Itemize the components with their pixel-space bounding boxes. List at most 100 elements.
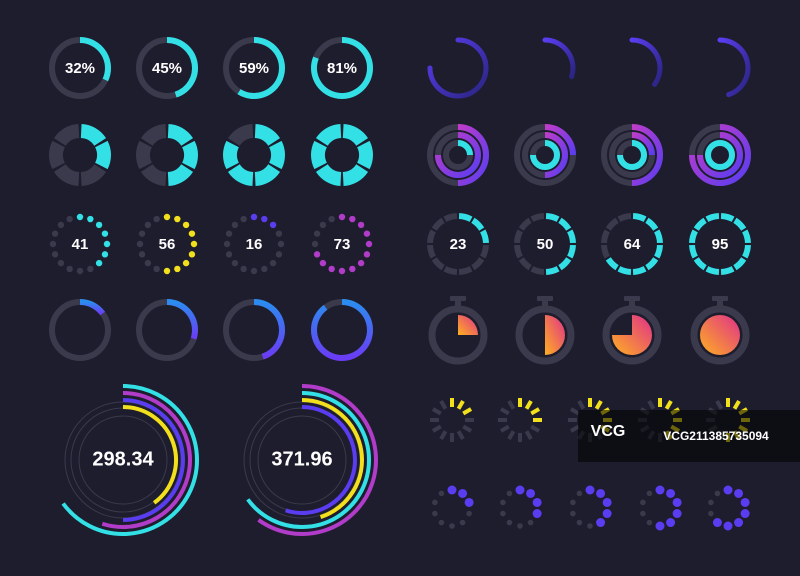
- spinner-dot: [646, 490, 653, 497]
- spinner-bar: [569, 407, 580, 416]
- spinner-dot: [458, 488, 468, 498]
- progress-dot: [250, 267, 258, 275]
- spinner-dot: [712, 518, 722, 528]
- ring-segment: [654, 229, 663, 244]
- progress-dot: [57, 221, 65, 229]
- spinner-bar: [715, 399, 724, 410]
- donut-segment: [268, 140, 285, 170]
- spinner-bar: [439, 430, 448, 441]
- spinner-dot: [655, 485, 665, 495]
- percent-label: 45%: [152, 60, 182, 77]
- thin-arc: [166, 299, 198, 340]
- nested-arc: [457, 124, 489, 186]
- progress-dot: [76, 267, 84, 275]
- spinner-dot: [708, 499, 714, 506]
- nested-arc: [544, 132, 568, 178]
- stopwatch-fill: [612, 315, 652, 355]
- ring-segment: [518, 257, 532, 271]
- gauge-arc: [246, 391, 371, 529]
- progress-dot: [144, 259, 152, 267]
- progress-dot: [338, 267, 346, 275]
- donut-segment: [342, 124, 369, 147]
- track: [602, 305, 662, 365]
- progress-dot: [163, 213, 171, 221]
- progress-dot: [328, 215, 335, 223]
- spinner-bar: [462, 424, 473, 433]
- progress-dot: [138, 230, 146, 237]
- progress-dot: [136, 240, 144, 248]
- spinner-dot: [526, 488, 536, 498]
- progress-dot: [190, 240, 198, 248]
- ring-segment: [471, 217, 485, 231]
- spinner-dot: [447, 485, 457, 495]
- progress-dot: [87, 215, 94, 223]
- progress-dot: [319, 221, 327, 229]
- spinner-dot: [464, 497, 474, 507]
- spinner-dot: [714, 490, 721, 497]
- spinner-bar: [507, 430, 516, 441]
- donut-segment: [53, 163, 80, 186]
- progress-dot: [250, 213, 258, 221]
- gauge-arc: [122, 405, 178, 505]
- track: [428, 305, 488, 365]
- donut-segment: [254, 124, 281, 147]
- progress-dot: [51, 251, 59, 258]
- spinner-dot: [640, 510, 646, 517]
- ring-segment: [705, 213, 720, 222]
- stopwatch-crown: [712, 296, 728, 301]
- ring-segment: [733, 217, 747, 231]
- spinner-dot: [570, 499, 576, 506]
- nested-arc: [457, 140, 473, 156]
- spinner-dot: [438, 490, 445, 497]
- spinner-dot: [602, 509, 612, 519]
- ring-segment: [530, 213, 545, 222]
- nested-arc: [689, 124, 751, 186]
- ring-segment: [427, 244, 436, 259]
- donut-segment: [136, 140, 153, 170]
- spinner-dot: [432, 499, 438, 506]
- spinner-dot: [740, 497, 750, 507]
- gauge-arc: [61, 384, 199, 536]
- spinner-dot: [672, 509, 682, 519]
- ring-segment: [431, 217, 445, 231]
- progress-dot: [357, 259, 365, 267]
- nested-arc: [705, 140, 735, 171]
- progress-dot: [87, 265, 94, 273]
- spinner-bar: [524, 399, 533, 410]
- watermark-box: [578, 410, 800, 462]
- stopwatch-stem: [455, 300, 461, 308]
- stopwatch-stem: [717, 300, 723, 308]
- progress-dot: [182, 259, 190, 267]
- spinner-dot: [532, 509, 542, 519]
- watermark-logo: VCG: [591, 423, 626, 440]
- donut-segment: [80, 163, 107, 186]
- spinner-dot: [655, 521, 665, 531]
- ring-segment: [567, 244, 576, 259]
- stopwatch-fill: [545, 315, 565, 355]
- ring-segment: [545, 213, 560, 222]
- spinner-dot: [585, 485, 595, 495]
- gauge-arc: [257, 384, 378, 536]
- percent-label: 32%: [65, 60, 95, 77]
- progress-dot: [95, 221, 103, 229]
- dot-ring-value: 56: [159, 236, 176, 253]
- progress-dot: [269, 259, 277, 267]
- progress-dot: [357, 221, 365, 229]
- spinner-bar: [569, 424, 580, 433]
- ring-segment: [654, 244, 663, 259]
- spinner-dot: [506, 490, 513, 497]
- progress-dot: [275, 251, 283, 258]
- progress-dot: [66, 265, 73, 273]
- progress-arc: [166, 37, 198, 98]
- spinner-dot: [500, 499, 506, 506]
- gauge-value: 371.96: [271, 448, 332, 470]
- ring-segment: [742, 244, 751, 259]
- ring-segment: [693, 257, 707, 271]
- progress-dot: [153, 215, 160, 223]
- ring-segment: [480, 244, 489, 259]
- spinner-dot: [640, 499, 646, 506]
- nested-arc: [617, 140, 647, 170]
- stopwatch-crown: [624, 296, 640, 301]
- progress-dot: [188, 230, 196, 237]
